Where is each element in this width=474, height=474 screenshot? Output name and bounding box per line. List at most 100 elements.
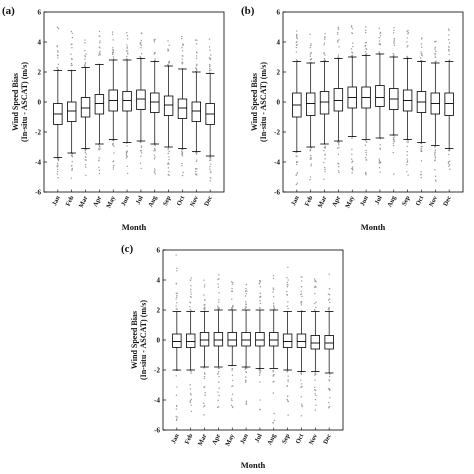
- outlier-point: [84, 39, 86, 41]
- outlier-point: [315, 306, 317, 309]
- outlier-point: [176, 292, 178, 295]
- outlier-point: [286, 395, 289, 397]
- outlier-point: [300, 383, 303, 385]
- outlier-point: [232, 379, 234, 382]
- outlier-point: [176, 418, 178, 420]
- y-tick-label: 4: [38, 38, 42, 46]
- iqr-box: [241, 332, 251, 347]
- x-tick-label-jan: Jan: [51, 195, 62, 207]
- outlier-point: [85, 174, 87, 177]
- outlier-point: [140, 44, 143, 46]
- box-may: [108, 31, 118, 170]
- outlier-point: [140, 149, 143, 152]
- outlier-point: [194, 39, 197, 41]
- outlier-point: [71, 169, 73, 171]
- outlier-point: [56, 165, 58, 167]
- x-tick-label-mar: Mar: [78, 195, 90, 209]
- outlier-point: [259, 369, 262, 372]
- outlier-point: [189, 308, 191, 311]
- outlier-point: [56, 158, 59, 160]
- outlier-point: [337, 153, 340, 156]
- outlier-point: [231, 298, 233, 300]
- outlier-point: [245, 403, 247, 405]
- outlier-point: [448, 29, 450, 32]
- outlier-point: [139, 162, 142, 164]
- outlier-point: [296, 163, 298, 166]
- outlier-point: [98, 149, 100, 151]
- outlier-point: [364, 139, 367, 142]
- x-tick-label-feb: Feb: [65, 195, 76, 208]
- outlier-point: [434, 159, 436, 161]
- box-aug: [389, 26, 399, 175]
- outlier-point: [379, 35, 382, 37]
- outlier-point: [421, 52, 423, 55]
- outlier-point: [448, 34, 450, 36]
- outlier-point: [168, 156, 170, 158]
- outlier-point: [323, 44, 325, 46]
- outlier-point: [98, 166, 100, 169]
- outlier-point: [154, 58, 156, 60]
- outlier-point: [140, 146, 142, 149]
- outlier-point: [272, 287, 274, 289]
- outlier-point: [231, 393, 234, 395]
- outlier-point: [210, 163, 212, 165]
- box-may: [227, 281, 237, 409]
- outlier-point: [364, 156, 367, 159]
- outlier-point: [245, 371, 248, 374]
- outlier-point: [434, 46, 437, 49]
- outlier-point: [140, 152, 143, 154]
- outlier-point: [85, 148, 87, 151]
- outlier-point: [435, 180, 437, 182]
- outlier-point: [309, 158, 311, 160]
- box-sep: [282, 266, 293, 416]
- outlier-point: [70, 58, 73, 60]
- outlier-point: [287, 301, 289, 303]
- outlier-point: [190, 394, 192, 396]
- outlier-point: [324, 145, 326, 148]
- outlier-point: [181, 47, 183, 49]
- outlier-point: [314, 292, 316, 295]
- outlier-point: [300, 293, 302, 296]
- outlier-point: [98, 54, 100, 56]
- outlier-point: [70, 53, 72, 55]
- outlier-point: [295, 46, 298, 49]
- outlier-point: [84, 58, 86, 60]
- x-tick-label-sep: Sep: [281, 433, 292, 445]
- outlier-point: [336, 40, 339, 42]
- y-axis-title: Wind Speed Bias: [130, 311, 139, 369]
- outlier-point: [181, 61, 183, 63]
- outlier-point: [295, 174, 297, 176]
- outlier-point: [71, 36, 74, 39]
- outlier-point: [300, 302, 302, 304]
- outlier-point: [286, 286, 289, 288]
- outlier-point: [125, 50, 128, 52]
- outlier-point: [272, 288, 275, 291]
- outlier-point: [245, 400, 248, 403]
- outlier-point: [406, 160, 409, 162]
- outlier-point: [181, 58, 184, 60]
- outlier-point: [421, 54, 423, 56]
- outlier-point: [246, 290, 248, 292]
- outlier-point: [168, 60, 171, 63]
- outlier-point: [176, 267, 178, 269]
- iqr-box: [136, 89, 146, 110]
- outlier-point: [421, 38, 423, 40]
- outlier-point: [365, 31, 367, 34]
- outlier-point: [231, 406, 234, 409]
- outlier-point: [208, 46, 211, 48]
- outlier-point: [84, 156, 87, 158]
- outlier-point: [329, 373, 331, 376]
- outlier-point: [406, 161, 409, 163]
- y-tick-label: 2: [157, 306, 161, 314]
- outlier-point: [393, 140, 395, 142]
- outlier-point: [153, 39, 155, 41]
- outlier-point: [189, 392, 192, 395]
- outlier-point: [296, 30, 298, 32]
- outlier-point: [434, 48, 436, 50]
- outlier-point: [338, 165, 340, 168]
- outlier-point: [314, 374, 316, 376]
- outlier-point: [140, 47, 142, 49]
- outlier-point: [182, 62, 184, 64]
- outlier-point: [57, 57, 59, 59]
- outlier-point: [218, 394, 220, 397]
